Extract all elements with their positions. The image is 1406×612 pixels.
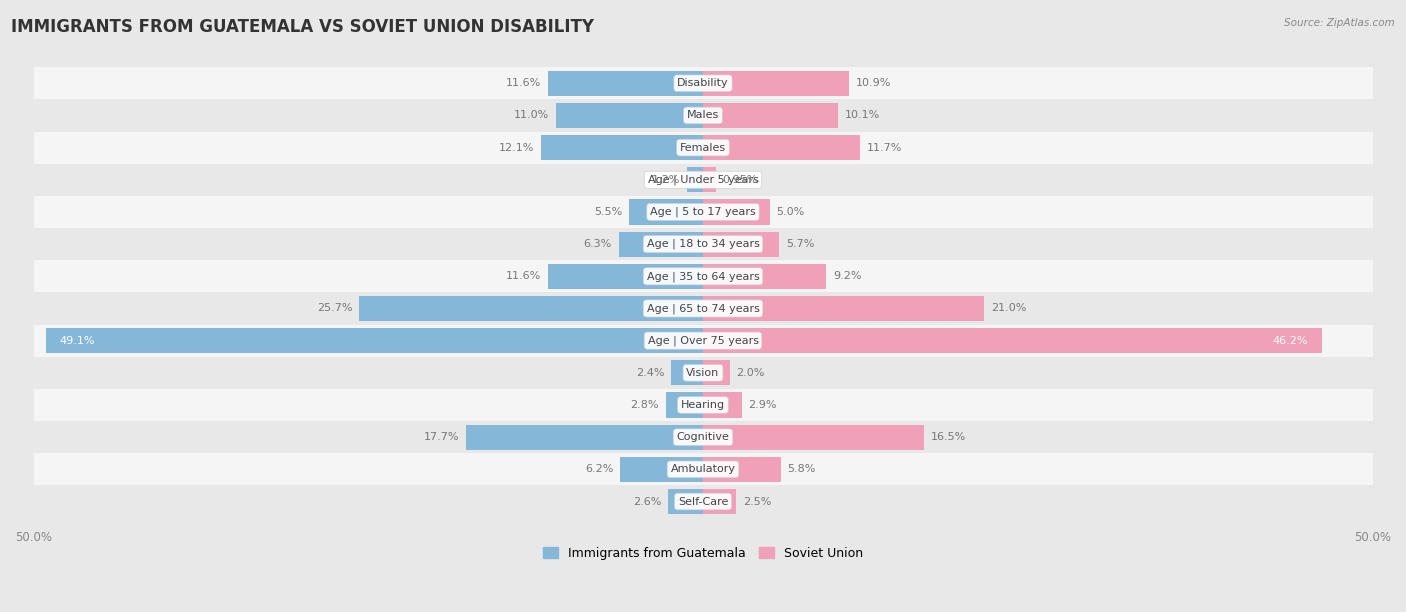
Text: 21.0%: 21.0% xyxy=(991,304,1026,313)
Bar xyxy=(34,485,1372,518)
Text: 5.8%: 5.8% xyxy=(787,465,815,474)
Text: Cognitive: Cognitive xyxy=(676,432,730,442)
Text: 12.1%: 12.1% xyxy=(499,143,534,152)
Text: 11.6%: 11.6% xyxy=(506,78,541,88)
Text: Age | 18 to 34 years: Age | 18 to 34 years xyxy=(647,239,759,249)
Text: Age | Under 5 years: Age | Under 5 years xyxy=(648,174,758,185)
Bar xyxy=(34,324,1372,357)
Bar xyxy=(34,67,1372,99)
Bar xyxy=(34,196,1372,228)
Text: Self-Care: Self-Care xyxy=(678,496,728,507)
Text: Males: Males xyxy=(688,110,718,121)
Bar xyxy=(703,360,730,386)
Text: 2.9%: 2.9% xyxy=(748,400,778,410)
Bar xyxy=(34,260,1372,293)
Bar xyxy=(34,421,1372,453)
Text: 10.1%: 10.1% xyxy=(845,110,880,121)
Bar xyxy=(703,392,742,417)
Bar xyxy=(703,167,716,192)
Bar xyxy=(688,167,703,192)
Bar xyxy=(34,163,1372,196)
Text: 46.2%: 46.2% xyxy=(1272,335,1308,346)
Bar xyxy=(703,328,1322,353)
Bar xyxy=(671,360,703,386)
Bar xyxy=(703,296,984,321)
Bar xyxy=(34,228,1372,260)
Bar xyxy=(703,200,770,225)
Bar xyxy=(45,328,703,353)
Legend: Immigrants from Guatemala, Soviet Union: Immigrants from Guatemala, Soviet Union xyxy=(538,542,868,565)
Bar xyxy=(630,200,703,225)
Text: Hearing: Hearing xyxy=(681,400,725,410)
Text: 1.2%: 1.2% xyxy=(652,175,681,185)
Text: 6.3%: 6.3% xyxy=(583,239,612,249)
Text: 11.6%: 11.6% xyxy=(506,271,541,282)
Text: IMMIGRANTS FROM GUATEMALA VS SOVIET UNION DISABILITY: IMMIGRANTS FROM GUATEMALA VS SOVIET UNIO… xyxy=(11,18,595,36)
Bar xyxy=(703,457,780,482)
Text: Females: Females xyxy=(681,143,725,152)
Text: Vision: Vision xyxy=(686,368,720,378)
Bar xyxy=(34,132,1372,163)
Bar xyxy=(359,296,703,321)
Text: 9.2%: 9.2% xyxy=(832,271,862,282)
Bar xyxy=(620,457,703,482)
Text: 2.4%: 2.4% xyxy=(636,368,664,378)
Bar xyxy=(703,425,924,450)
Text: 17.7%: 17.7% xyxy=(423,432,460,442)
Bar xyxy=(34,293,1372,324)
Bar xyxy=(703,103,838,128)
Bar xyxy=(619,231,703,256)
Text: Age | Over 75 years: Age | Over 75 years xyxy=(648,335,758,346)
Bar xyxy=(703,71,849,96)
Text: 5.7%: 5.7% xyxy=(786,239,814,249)
Bar xyxy=(665,392,703,417)
Bar xyxy=(668,489,703,514)
Text: 2.8%: 2.8% xyxy=(630,400,659,410)
Bar xyxy=(34,99,1372,132)
Text: 11.7%: 11.7% xyxy=(866,143,901,152)
Text: 49.1%: 49.1% xyxy=(59,335,94,346)
Text: 16.5%: 16.5% xyxy=(931,432,966,442)
Bar xyxy=(548,71,703,96)
Text: Age | 35 to 64 years: Age | 35 to 64 years xyxy=(647,271,759,282)
Text: 5.0%: 5.0% xyxy=(776,207,804,217)
Text: 0.95%: 0.95% xyxy=(723,175,758,185)
Bar xyxy=(465,425,703,450)
Text: Age | 65 to 74 years: Age | 65 to 74 years xyxy=(647,303,759,314)
Text: Ambulatory: Ambulatory xyxy=(671,465,735,474)
Text: 6.2%: 6.2% xyxy=(585,465,613,474)
Text: 10.9%: 10.9% xyxy=(856,78,891,88)
Text: Age | 5 to 17 years: Age | 5 to 17 years xyxy=(650,207,756,217)
Bar xyxy=(548,264,703,289)
Text: 5.5%: 5.5% xyxy=(595,207,623,217)
Bar xyxy=(703,264,827,289)
Text: 2.5%: 2.5% xyxy=(744,496,772,507)
Text: Disability: Disability xyxy=(678,78,728,88)
Bar xyxy=(34,389,1372,421)
Bar xyxy=(703,489,737,514)
Bar xyxy=(34,453,1372,485)
Bar xyxy=(555,103,703,128)
Bar xyxy=(541,135,703,160)
Bar xyxy=(703,231,779,256)
Bar xyxy=(703,135,859,160)
Text: 25.7%: 25.7% xyxy=(316,304,352,313)
Text: 2.6%: 2.6% xyxy=(633,496,661,507)
Bar xyxy=(34,357,1372,389)
Text: 11.0%: 11.0% xyxy=(513,110,548,121)
Text: Source: ZipAtlas.com: Source: ZipAtlas.com xyxy=(1284,18,1395,28)
Text: 2.0%: 2.0% xyxy=(737,368,765,378)
